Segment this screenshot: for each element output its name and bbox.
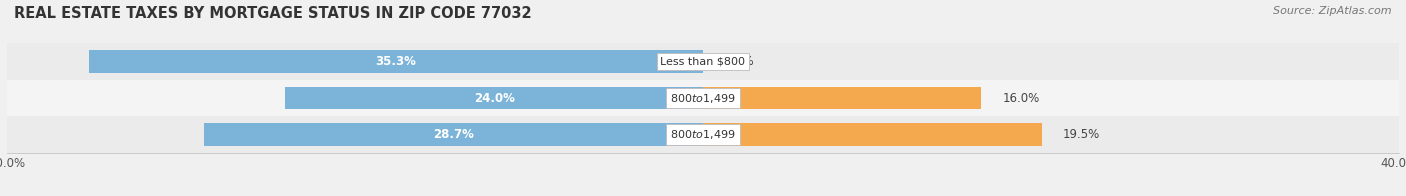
Bar: [204, 123, 703, 146]
Bar: [7, 80, 1399, 116]
Bar: [89, 50, 703, 73]
Text: REAL ESTATE TAXES BY MORTGAGE STATUS IN ZIP CODE 77032: REAL ESTATE TAXES BY MORTGAGE STATUS IN …: [14, 6, 531, 21]
Text: 28.7%: 28.7%: [433, 128, 474, 141]
Text: 35.3%: 35.3%: [375, 55, 416, 68]
Text: 16.0%: 16.0%: [1002, 92, 1039, 104]
Text: 19.5%: 19.5%: [1063, 128, 1101, 141]
Bar: [285, 87, 703, 109]
Text: 0.0%: 0.0%: [724, 55, 754, 68]
Bar: [7, 43, 1399, 80]
Bar: [703, 87, 981, 109]
Text: $800 to $1,499: $800 to $1,499: [671, 128, 735, 141]
Bar: [703, 123, 1042, 146]
Legend: Without Mortgage, With Mortgage: Without Mortgage, With Mortgage: [567, 192, 839, 196]
Text: Less than $800: Less than $800: [661, 56, 745, 66]
Text: 24.0%: 24.0%: [474, 92, 515, 104]
Bar: [7, 116, 1399, 153]
Text: Source: ZipAtlas.com: Source: ZipAtlas.com: [1274, 6, 1392, 16]
Text: $800 to $1,499: $800 to $1,499: [671, 92, 735, 104]
